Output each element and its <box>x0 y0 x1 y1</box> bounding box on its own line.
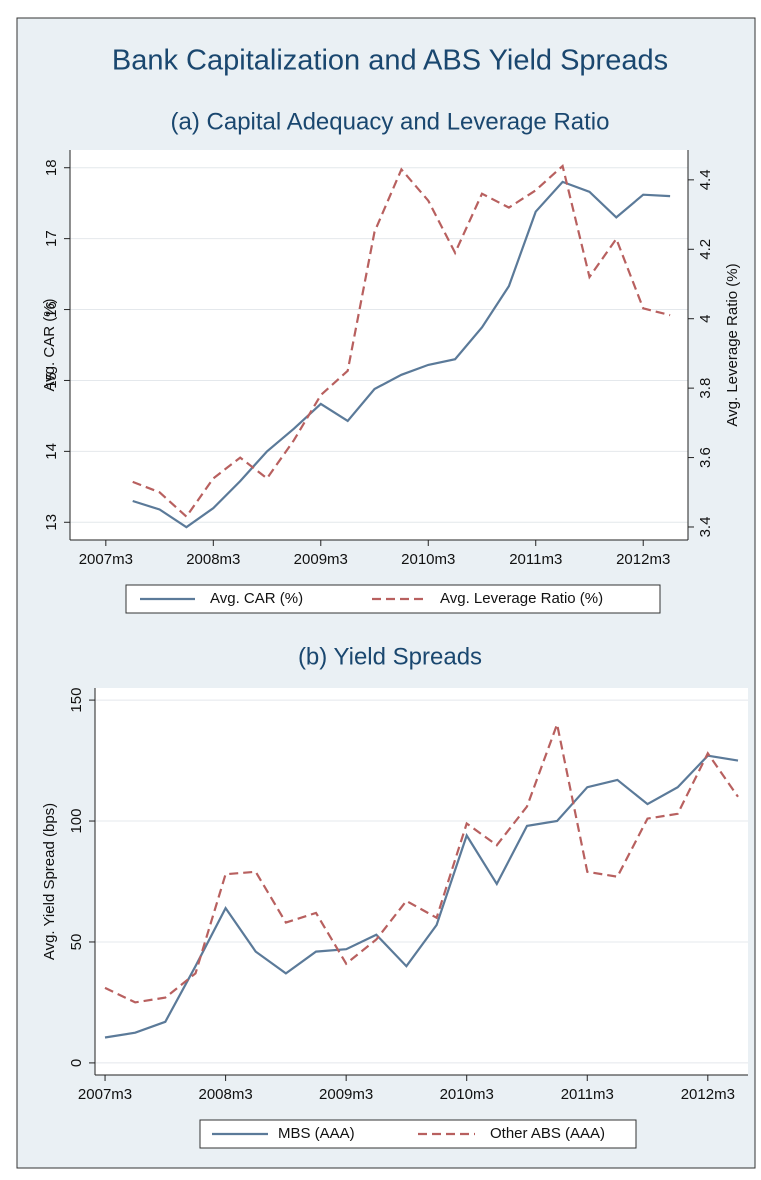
x-tick-label: 2007m3 <box>79 551 133 568</box>
y-tick-label: 15 <box>43 372 60 389</box>
chart-title: (a) Capital Adequacy and Leverage Ratio <box>171 108 610 135</box>
x-tick-label: 2012m3 <box>616 551 670 568</box>
y-axis-label: Avg. Yield Spread (bps) <box>41 803 58 960</box>
y2-tick-label: 3.4 <box>697 517 714 538</box>
x-tick-label: 2009m3 <box>319 1086 373 1103</box>
y2-tick-label: 3.6 <box>697 447 714 468</box>
figure-title: Bank Capitalization and ABS Yield Spread… <box>112 45 668 77</box>
x-tick-label: 2009m3 <box>294 551 348 568</box>
plot-area <box>70 150 688 540</box>
y-tick-label: 100 <box>68 809 85 834</box>
legend-label: Other ABS (AAA) <box>490 1125 605 1142</box>
y-tick-label: 50 <box>68 934 85 951</box>
y-tick-label: 13 <box>43 514 60 531</box>
legend-label: MBS (AAA) <box>278 1125 355 1142</box>
x-tick-label: 2010m3 <box>440 1086 494 1103</box>
y2-tick-label: 3.8 <box>697 378 714 399</box>
y-tick-label: 150 <box>68 688 85 713</box>
chart-title: (b) Yield Spreads <box>298 643 482 670</box>
series-line <box>132 163 671 519</box>
y-tick-label: 0 <box>68 1059 85 1067</box>
x-tick-label: 2012m3 <box>681 1086 735 1103</box>
y2-tick-label: 4.2 <box>697 239 714 260</box>
x-tick-label: 2011m3 <box>509 551 562 568</box>
x-tick-label: 2010m3 <box>401 551 455 568</box>
x-tick-label: 2011m3 <box>561 1086 614 1103</box>
y-axis-label: Avg. CAR (%) <box>41 298 58 391</box>
y-tick-label: 14 <box>43 443 60 460</box>
series-line <box>132 180 671 529</box>
legend-label: Avg. Leverage Ratio (%) <box>440 590 603 607</box>
legend-label: Avg. CAR (%) <box>210 590 303 607</box>
y2-tick-label: 4 <box>697 315 714 323</box>
y2-axis-label: Avg. Leverage Ratio (%) <box>724 263 741 426</box>
series-line <box>104 754 739 1039</box>
x-tick-label: 2008m3 <box>186 551 240 568</box>
series-line <box>104 720 739 1004</box>
x-tick-label: 2008m3 <box>198 1086 252 1103</box>
y-tick-label: 18 <box>43 159 60 176</box>
y-tick-label: 17 <box>43 230 60 247</box>
x-tick-label: 2007m3 <box>78 1086 132 1103</box>
y2-tick-label: 4.4 <box>697 169 714 190</box>
y-tick-label: 16 <box>43 301 60 318</box>
plot-area <box>95 688 748 1075</box>
